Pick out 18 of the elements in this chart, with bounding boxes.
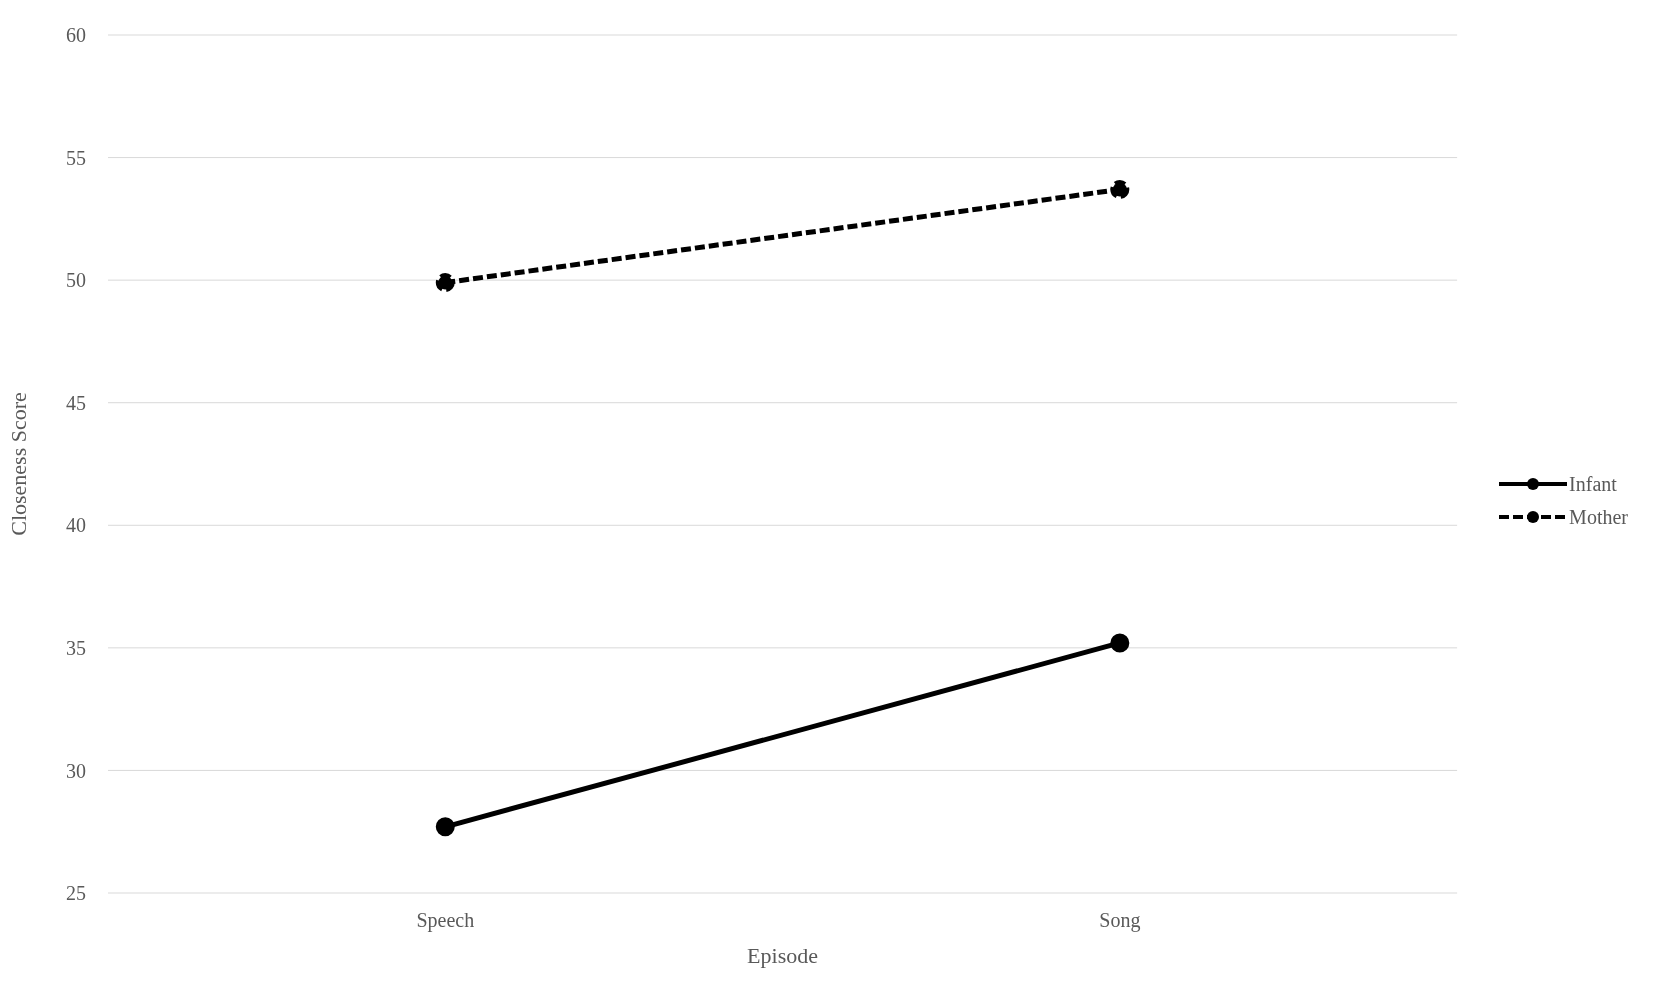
y-tick-label: 50 bbox=[66, 269, 86, 292]
y-axis-title: Closeness Score bbox=[5, 392, 31, 536]
y-tick-label: 35 bbox=[66, 636, 86, 659]
legend-label: Infant bbox=[1569, 472, 1617, 496]
y-tick-label: 60 bbox=[66, 24, 86, 47]
point bbox=[435, 817, 455, 837]
point bbox=[1110, 633, 1130, 653]
legend-label: Mother bbox=[1569, 505, 1628, 529]
point bbox=[1110, 179, 1130, 199]
x-tick-label: Speech bbox=[416, 909, 475, 933]
y-tick-label: 40 bbox=[66, 514, 86, 537]
y-tick-label: 55 bbox=[66, 146, 86, 169]
x-axis-title: Episode bbox=[747, 943, 818, 968]
y-tick-label: 45 bbox=[66, 391, 86, 414]
point bbox=[435, 273, 455, 293]
x-tick-label: Song bbox=[1099, 909, 1141, 933]
y-tick-label: 30 bbox=[66, 759, 86, 782]
y-tick-label: 25 bbox=[66, 882, 86, 905]
